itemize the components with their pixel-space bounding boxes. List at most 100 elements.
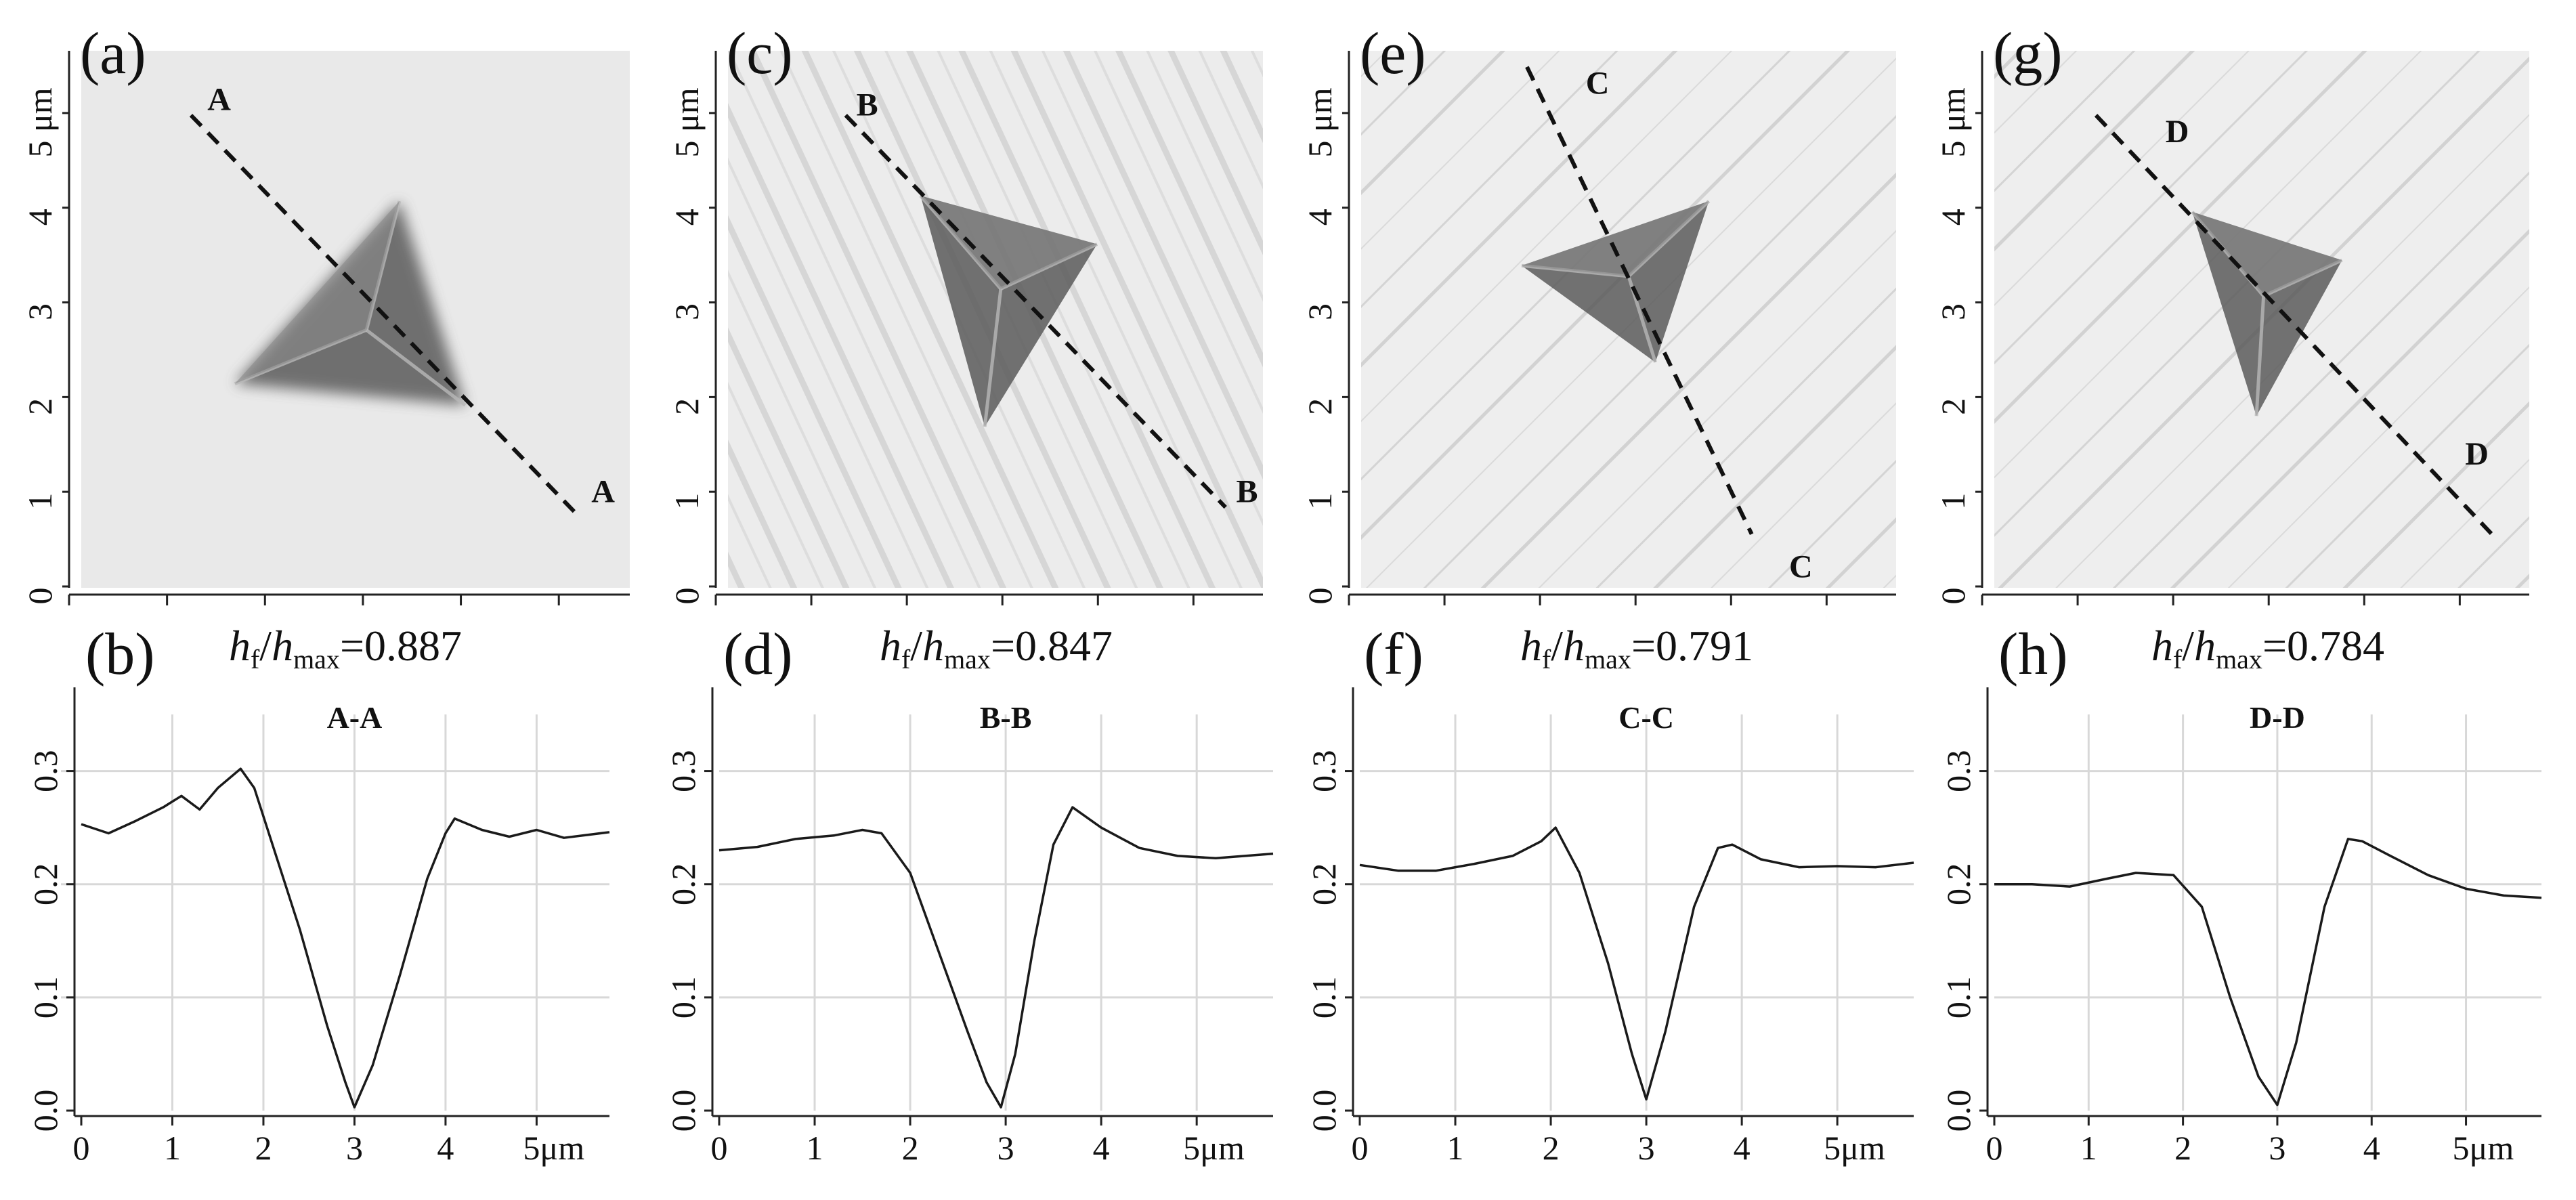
image-y-tick-label: 3	[1934, 303, 1972, 320]
section-marker-end: C	[1789, 549, 1813, 584]
profile-title: D-D	[2250, 700, 2305, 735]
x-tick-label: 3	[997, 1129, 1014, 1167]
indent-edge	[2254, 295, 2266, 416]
profile-curve	[1359, 826, 1914, 1101]
image-y-tick-label: 2	[21, 398, 59, 415]
x-tick-label: 0	[711, 1129, 728, 1167]
x-tick-label: 2	[2174, 1129, 2191, 1167]
section-marker-end: D	[2465, 436, 2489, 472]
image-y-tick-label: 0	[668, 588, 706, 605]
profile-curve	[1994, 838, 2542, 1107]
profile-title: A-A	[327, 700, 383, 735]
section-line	[844, 114, 1227, 509]
profile-panel-label: (f)	[1364, 622, 1423, 687]
panel-e: C C 0 1 2 3 4 5 μm (e) (f) hf/hmax=0.791 0.0 0.1 0.2 0…	[1301, 21, 1914, 1167]
image-y-tick-label: 0	[1934, 588, 1972, 605]
indent-edge	[365, 328, 467, 407]
image-panel-label: (g)	[1993, 21, 2063, 87]
y-tick-label: 0.2	[1939, 863, 1977, 905]
image-y-tick-label: 1	[1934, 493, 1972, 510]
x-tick-label: 1	[1447, 1129, 1464, 1167]
image-y-tick-label: 1	[668, 493, 706, 510]
section-line	[1525, 66, 1754, 536]
x-tick-label: 2	[255, 1129, 272, 1167]
y-tick-label: 0.1	[1939, 977, 1977, 1019]
x-tick-label: 5μm	[523, 1129, 584, 1167]
section-marker-start: B	[857, 87, 878, 123]
y-tick-label: 0.3	[1939, 750, 1977, 792]
image-y-tick-label: 0	[21, 588, 59, 605]
hf-hmax-ratio: hf/hmax=0.847	[880, 622, 1113, 674]
indent-facet	[2192, 211, 2342, 297]
x-tick-label: 1	[164, 1129, 181, 1167]
y-tick-label: 0.0	[1939, 1090, 1977, 1132]
x-tick-label: 2	[1543, 1129, 1560, 1167]
x-tick-label: 4	[1093, 1129, 1110, 1167]
image-y-tick-label: 3	[21, 303, 59, 320]
x-tick-label: 5μm	[1183, 1129, 1245, 1167]
image-panel-label: (a)	[80, 21, 146, 87]
x-tick-label: 4	[437, 1129, 454, 1167]
section-marker-start: C	[1586, 66, 1610, 102]
x-tick-label: 5μm	[2453, 1129, 2514, 1167]
x-tick-label: 5μm	[1824, 1129, 1885, 1167]
profile-title: C-C	[1618, 700, 1674, 735]
hf-hmax-ratio: hf/hmax=0.784	[2151, 622, 2384, 674]
indent-edge	[983, 288, 1003, 427]
image-y-tick-label: 2	[1301, 398, 1339, 415]
y-tick-label: 0.2	[664, 863, 702, 905]
panel-c: B B 0 1 2 3 4 5 μm (c) (d) hf/hmax=0.847 0.0 0.1 0.2 0…	[664, 21, 1274, 1167]
y-tick-label: 0.1	[26, 977, 64, 1019]
image-y-tick-label: 0	[1301, 588, 1339, 605]
profile-panel-label: (h)	[1998, 622, 2068, 687]
profile-curve	[81, 767, 610, 1109]
y-tick-label: 0.1	[1305, 977, 1343, 1019]
x-tick-label: 1	[2080, 1129, 2097, 1167]
hf-hmax-ratio: hf/hmax=0.887	[229, 622, 462, 674]
image-y-tick-label: 4	[1934, 209, 1972, 226]
x-tick-label: 3	[1638, 1129, 1655, 1167]
y-tick-label: 0.3	[26, 750, 64, 792]
y-tick-label: 0.3	[1305, 750, 1343, 792]
panel-g: D D 0 1 2 3 4 5 μm (g) (h) hf/hmax=0.784 0.0 0.1 0.2 0…	[1934, 21, 2542, 1167]
y-tick-label: 0.3	[664, 750, 702, 792]
section-marker-end: B	[1237, 473, 1258, 509]
profile-panel-label: (b)	[85, 622, 155, 687]
image-y-tick-label: 4	[21, 209, 59, 226]
image-y-tick-label: 2	[668, 398, 706, 415]
image-y-tick-label: 5 μm	[1934, 87, 1972, 157]
y-tick-label: 0.0	[664, 1090, 702, 1132]
image-panel-label: (e)	[1360, 21, 1426, 87]
x-tick-label: 0	[73, 1129, 90, 1167]
image-y-tick-label: 4	[1301, 209, 1339, 226]
image-y-tick-label: 5 μm	[21, 87, 59, 157]
image-y-tick-label: 1	[1301, 493, 1339, 510]
indent-facet	[234, 201, 400, 384]
image-y-tick-label: 5 μm	[668, 87, 706, 157]
section-marker-start: D	[2166, 114, 2189, 150]
indent-facet	[1522, 201, 1709, 277]
image-panel-label: (c)	[727, 21, 793, 87]
image-y-tick-label: 1	[21, 493, 59, 510]
section-line	[189, 114, 582, 519]
image-y-tick-label: 3	[668, 303, 706, 320]
image-y-tick-label: 5 μm	[1301, 87, 1339, 157]
hf-hmax-ratio: hf/hmax=0.791	[1520, 622, 1753, 674]
x-tick-label: 4	[2363, 1129, 2380, 1167]
x-tick-label: 3	[2269, 1129, 2285, 1167]
x-tick-label: 4	[1734, 1129, 1751, 1167]
y-tick-label: 0.2	[26, 863, 64, 905]
y-tick-label: 0.0	[26, 1090, 64, 1132]
x-tick-label: 0	[1986, 1129, 2003, 1167]
x-tick-label: 1	[807, 1129, 823, 1167]
profile-title: B-B	[980, 700, 1032, 735]
y-tick-label: 0.0	[1305, 1090, 1343, 1132]
panel-a: A A 0 1 2 3 4 5 μm (a) (b) hf/hmax=0.887 0.0 0.1 0.2 0…	[21, 21, 630, 1167]
image-y-tick-label: 2	[1934, 398, 1972, 415]
x-tick-label: 2	[902, 1129, 919, 1167]
x-tick-label: 0	[1352, 1129, 1369, 1167]
image-y-tick-label: 3	[1301, 303, 1339, 320]
profile-panel-label: (d)	[723, 622, 793, 687]
x-tick-label: 3	[346, 1129, 363, 1167]
